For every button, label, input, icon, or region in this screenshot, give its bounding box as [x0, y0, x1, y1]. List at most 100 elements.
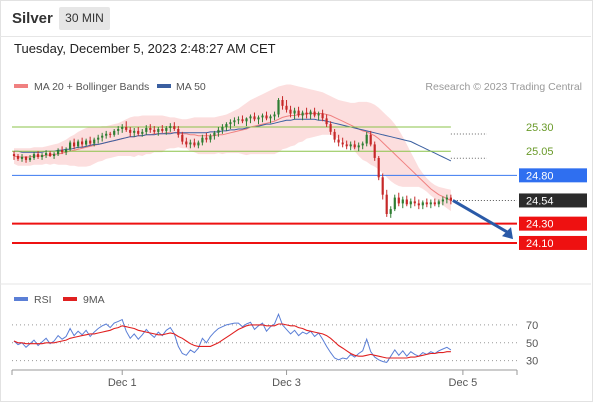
candle-body [421, 202, 424, 206]
candle-body [81, 141, 84, 145]
candle-body [105, 133, 108, 136]
rsi-chart: 70 50 30 [12, 312, 538, 368]
rsi-tick-label: 50 [526, 338, 538, 350]
candle-body [73, 142, 76, 147]
candle-body [153, 129, 156, 132]
x-axis-ticks: Dec 1 Dec 3 Dec 5 [108, 370, 477, 389]
candle-body [433, 202, 436, 205]
candle-body [165, 128, 168, 131]
candle-body [301, 112, 304, 116]
candle-body [189, 142, 192, 145]
candle-body [28, 158, 32, 160]
candle-body [341, 142, 344, 145]
candle-body [377, 158, 380, 178]
candle-body [309, 111, 312, 115]
candle-body [265, 115, 268, 119]
x-tick-label: Dec 3 [272, 377, 301, 389]
ma50-line [14, 118, 452, 162]
candle-body [345, 144, 348, 147]
resistance-label: 25.05 [526, 146, 554, 158]
candle-body [245, 118, 248, 122]
support-label: 24.30 [526, 219, 554, 231]
candle-body [325, 118, 328, 125]
candle-body [157, 129, 160, 132]
candle-body [181, 134, 184, 142]
candle-body [329, 124, 332, 132]
candle-body [249, 116, 252, 119]
candle-body [205, 137, 208, 140]
candle-body [97, 137, 100, 140]
timeframe-button[interactable]: 30 MIN [59, 7, 110, 30]
candle-body [65, 149, 68, 153]
candle-body [113, 130, 116, 135]
candle-body [173, 126, 176, 129]
support-label: 24.10 [526, 238, 554, 250]
candle-body [281, 100, 284, 106]
rsi-legend-label: RSI [34, 294, 52, 306]
candle-body [241, 119, 244, 122]
candle-body [369, 134, 372, 145]
candle-body [225, 124, 228, 127]
candle-body [321, 113, 324, 119]
bollinger-legend-label: MA 20 + Bollinger Bands [34, 81, 149, 93]
pivot-label: 24.80 [526, 170, 554, 182]
support-label-box [519, 216, 587, 231]
candle-body [49, 153, 52, 156]
ma20-line [13, 113, 452, 201]
candle-body [445, 197, 448, 200]
candle-body [177, 129, 180, 135]
candle-body [12, 154, 16, 156]
ma9-legend-swatch [63, 297, 77, 301]
rsi-tick-label: 30 [526, 356, 538, 368]
x-tick-label: Dec 5 [449, 377, 478, 389]
candle-body [41, 155, 44, 157]
candle-body [357, 145, 360, 148]
candle-body [373, 144, 376, 158]
candle-body [213, 132, 216, 136]
rsi-legend-swatch [14, 297, 28, 301]
candle-body [389, 209, 392, 214]
candle-body [217, 129, 220, 133]
candle-body [145, 128, 148, 132]
candle-body [409, 201, 412, 205]
candle-body [405, 199, 408, 205]
candle-body [185, 141, 188, 145]
rsi-line [13, 312, 452, 363]
candle-body [237, 119, 240, 121]
candle-body [317, 113, 320, 116]
candle-body [413, 201, 416, 204]
candle-body [193, 142, 196, 146]
candle-body [133, 130, 136, 133]
candle-body [273, 114, 276, 117]
candle-body [93, 139, 96, 144]
chart-header: Silver 30 MIN [0, 0, 591, 37]
candle-body [161, 129, 164, 131]
candle-body [385, 194, 388, 214]
candle-body [253, 116, 256, 120]
candle-body [85, 140, 88, 145]
candle-body [109, 133, 112, 135]
ma9-legend-label: 9MA [83, 294, 105, 306]
forecast-arrow-shaft [452, 199, 510, 235]
candle-body [437, 201, 440, 205]
price-chart: 25.30 25.05 24.80 24.54 24.30 24.10 [12, 84, 587, 250]
candle-body [401, 199, 404, 204]
candle-body [289, 109, 292, 114]
candle-body [201, 137, 204, 143]
candle-body [77, 141, 80, 147]
candle-body [429, 202, 432, 205]
candle-body [45, 153, 48, 155]
forecast-arrow-head [502, 227, 513, 240]
bollinger-band [14, 84, 451, 212]
x-tick-label: Dec 1 [108, 377, 137, 389]
copyright-label: Research © 2023 Trading Central [425, 81, 582, 93]
candle-body [36, 154, 40, 157]
candle-body [337, 139, 340, 143]
resistance-label: 25.30 [526, 122, 554, 134]
ma50-legend-swatch [157, 84, 171, 88]
last-price-box [519, 193, 587, 208]
instrument-name: Silver [12, 10, 53, 27]
candle-body [261, 115, 264, 118]
